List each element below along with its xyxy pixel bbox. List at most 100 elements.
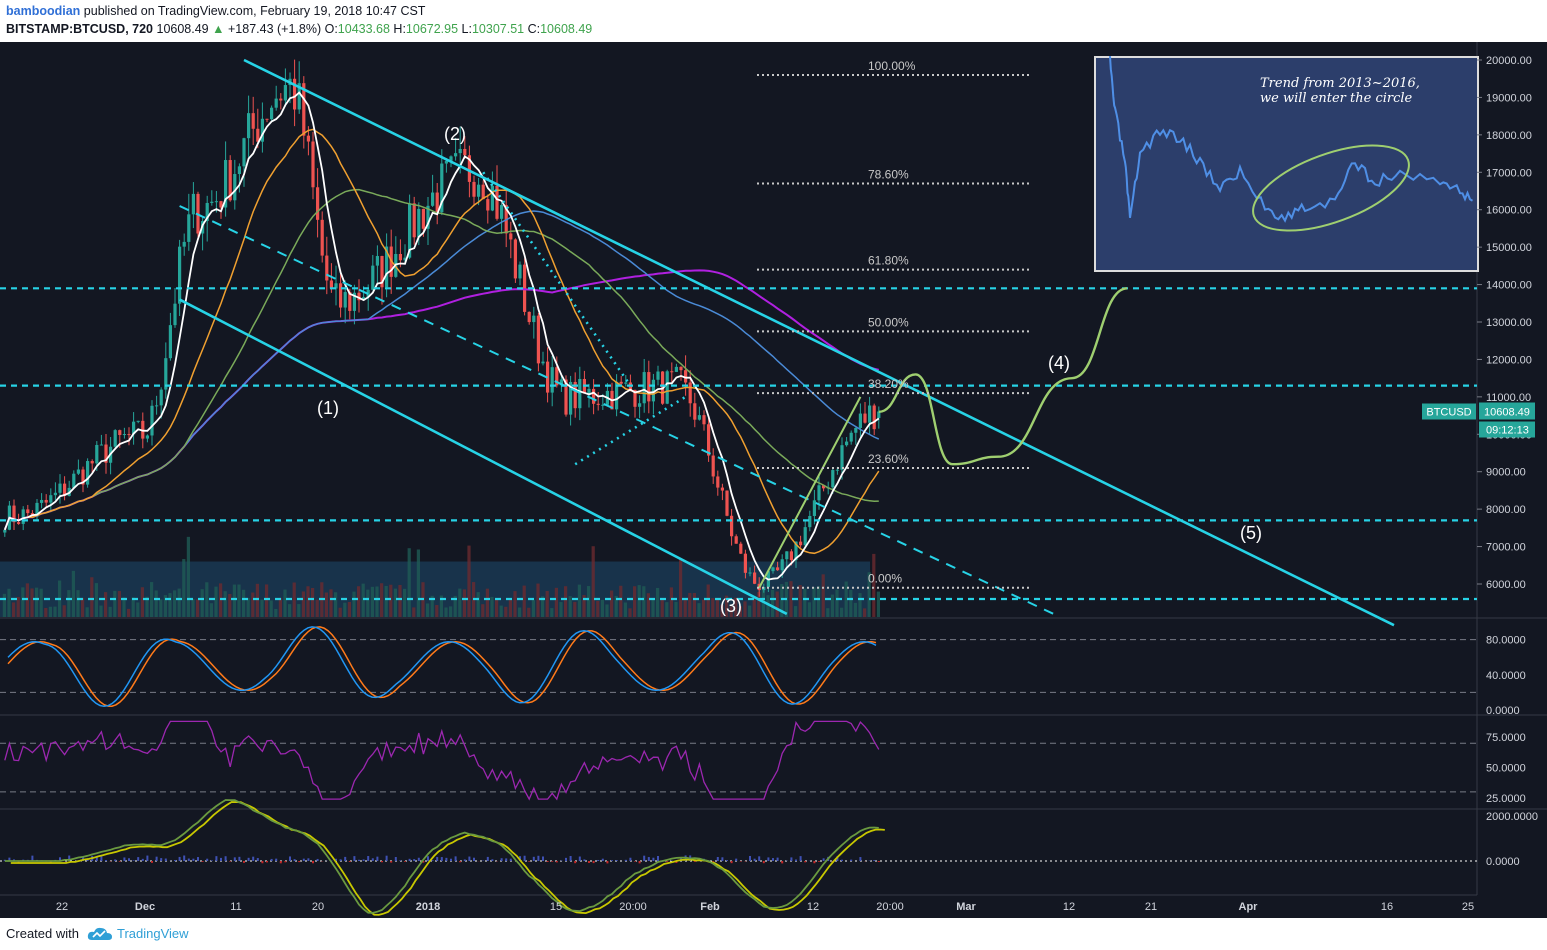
candle-body [417, 208, 421, 238]
candle-body [776, 567, 780, 571]
macd-histogram-bar [735, 858, 738, 861]
macd-histogram-bar [569, 856, 572, 861]
tradingview-brand-link[interactable]: TradingView [117, 926, 189, 941]
macd-histogram-bar [385, 855, 388, 861]
time-tick-label: 22 [56, 901, 68, 913]
macd-histogram-bar [776, 857, 779, 861]
volume-bar [435, 605, 439, 617]
volume-bar [407, 548, 411, 617]
volume-bar [140, 587, 144, 617]
volume-bar [748, 605, 752, 617]
candle-body [679, 366, 683, 371]
macd-histogram-bar [178, 856, 181, 861]
candle-body [187, 214, 191, 242]
candle-body [302, 83, 306, 136]
volume-bar [481, 604, 485, 617]
fib-level-label: 78.60% [868, 168, 909, 182]
close-label: C: [527, 22, 541, 36]
volume-bar [131, 597, 135, 617]
macd-histogram-bar [118, 861, 121, 862]
macd-histogram-bar [730, 861, 733, 864]
volume-bar [177, 588, 181, 617]
macd-histogram-bar [376, 856, 379, 861]
candle-body [467, 155, 471, 182]
volume-bar [366, 589, 370, 617]
projection-path [878, 287, 1128, 466]
candle-body [63, 483, 67, 496]
candle-body [587, 388, 591, 394]
macd-histogram-bar [427, 856, 429, 861]
volume-bar [789, 581, 793, 617]
price-tick-label: 13000.00 [1486, 317, 1532, 329]
candle-body [808, 515, 812, 528]
candle-body [440, 163, 444, 213]
macd-histogram-bar [224, 856, 227, 861]
volume-bar [513, 591, 517, 617]
volume-bar [412, 607, 416, 617]
macd-histogram-bar [252, 856, 255, 861]
macd-histogram-bar [8, 857, 11, 861]
macd-histogram-bar [597, 859, 600, 861]
trading-chart[interactable]: 100.00% 78.60% 61.80% 50.00% 38.20% 23.60% 0.0… [0, 42, 1547, 918]
wave-label: (3) [720, 596, 742, 616]
volume-bar [504, 606, 508, 617]
volume-bar [499, 605, 503, 617]
volume-bar [292, 582, 296, 617]
candle-body [835, 469, 839, 471]
volume-bar [559, 602, 563, 617]
interval-label[interactable]: , 720 [125, 22, 154, 36]
fib-level-label: 100.00% [868, 59, 916, 73]
close-value: 10608.49 [540, 22, 593, 36]
volume-bar [729, 606, 733, 617]
fibonacci-retracement[interactable]: 100.00% 78.60% 61.80% 50.00% 38.20% 23.60% 0.0… [757, 59, 1030, 589]
candle-body [136, 420, 140, 422]
volume-bar [403, 588, 407, 617]
candle-body [219, 201, 223, 208]
macd-histogram-bar [307, 858, 310, 861]
time-tick-label: Mar [956, 901, 976, 913]
candle-body [44, 499, 48, 503]
volume-bar [255, 583, 259, 617]
volume-bar [660, 598, 664, 617]
macd-histogram-bar [82, 856, 84, 861]
dotted-support-line [574, 395, 687, 466]
volume-bar [444, 607, 448, 617]
candle-body [799, 541, 803, 546]
volume-bar [117, 591, 121, 617]
volume-bar [338, 607, 342, 617]
volume-bar [334, 592, 338, 617]
candle-body [697, 415, 701, 420]
volume-bar [821, 574, 825, 617]
symbol-label[interactable]: BITSTAMP:BTCUSD [6, 22, 126, 36]
time-tick-label: 15 [550, 901, 562, 913]
candle-body [739, 543, 743, 554]
volume-bar [136, 602, 140, 617]
macd-signal-line [10, 801, 885, 916]
candle-body [541, 361, 545, 364]
volume-bar [352, 591, 356, 617]
candle-body [118, 430, 122, 435]
macd-histogram-bar [17, 861, 20, 864]
candle-body [633, 389, 637, 407]
macd-histogram-bar [634, 861, 636, 862]
volume-bar [858, 593, 862, 617]
volume-bar [587, 586, 591, 617]
time-tick-label: 12 [807, 901, 819, 913]
candle-body [228, 160, 232, 201]
volume-bar [44, 607, 48, 617]
macd-histogram-bar [114, 859, 117, 861]
volume-bar [853, 602, 857, 617]
published-text: published on TradingView.com, February 1… [83, 4, 426, 18]
inset-frame [1094, 56, 1479, 272]
macd-histogram-bar [256, 858, 259, 861]
macd-histogram-bar [243, 861, 245, 863]
volume-bar [692, 593, 696, 617]
macd-histogram-bar [804, 861, 807, 863]
publisher-name[interactable]: bamboodian [6, 4, 81, 18]
time-tick-label: Apr [1239, 901, 1259, 913]
macd-histogram-bar [348, 861, 351, 862]
volume-bar [182, 559, 186, 617]
candle-body [743, 553, 747, 573]
volume-bar [623, 602, 627, 617]
candle-body [831, 470, 835, 488]
